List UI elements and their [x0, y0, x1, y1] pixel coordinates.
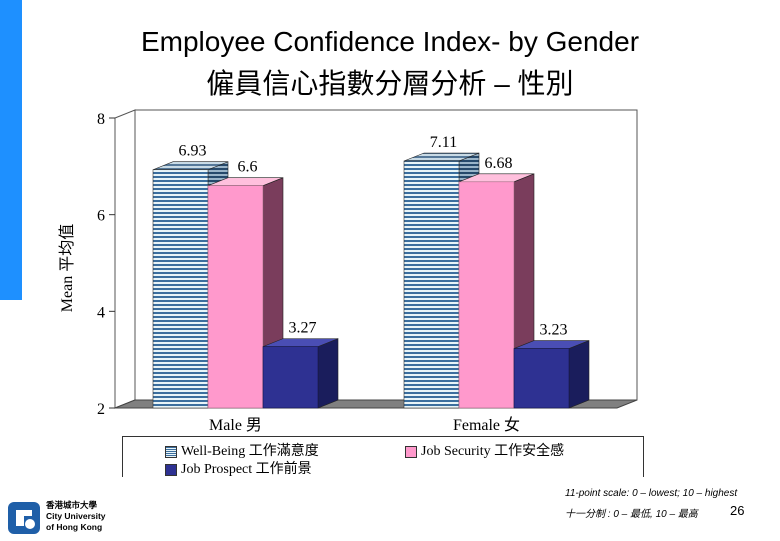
y-tick-label: 8 [97, 111, 105, 128]
university-name: 香港城市大學 City University of Hong Kong [46, 500, 106, 533]
y-tick-label: 4 [97, 304, 105, 321]
data-label: 3.23 [540, 322, 568, 339]
university-logo: 香港城市大學 City University of Hong Kong [6, 500, 126, 536]
legend-label-well-being: Well-Being 工作滿意度 [181, 444, 319, 459]
chart-title-zh: 僱員信心指數分層分析 – 性別 [206, 68, 574, 99]
footnote-scale-en: 11-point scale: 0 – lowest; 10 – highest [565, 488, 738, 499]
data-label: 7.11 [430, 134, 457, 151]
university-name-en-1: City University [46, 511, 106, 521]
well-being-bar-female [403, 160, 460, 409]
legend-swatch-well-being [165, 445, 177, 458]
legend-swatch-job-prospect [165, 463, 177, 476]
chart-legend: Well-Being 工作滿意度 Job Security 工作安全感 Job … [122, 436, 644, 477]
university-emblem-icon [8, 502, 40, 534]
data-label: 6.68 [485, 155, 513, 172]
page-number: 26 [730, 503, 745, 518]
y-tick-label: 2 [97, 401, 105, 418]
chart-title-en: Employee Confidence Index- by Gender [140, 26, 640, 57]
y-axis-label: Mean 平均值 [58, 224, 76, 312]
well-being-bar-male [152, 169, 209, 409]
job-security-bar-male [207, 185, 264, 409]
job-security-bar-female [458, 181, 515, 409]
job-prospect-bar-female-side [568, 340, 590, 409]
legend-item-job-prospect: Job Prospect 工作前景 [165, 458, 312, 478]
job-prospect-bar-male [262, 346, 319, 409]
accent-bar [0, 0, 22, 300]
job-prospect-bar-female [513, 348, 570, 409]
legend-label-job-security: Job Security 工作安全感 [421, 444, 565, 459]
legend-item-job-security: Job Security 工作安全感 [405, 440, 564, 460]
job-prospect-bar-male-side [317, 338, 339, 409]
x-category-label: Female 女 [453, 415, 520, 434]
x-category-label: Male 男 [209, 417, 262, 434]
footnote-scale-zh: 十一分制 : 0 – 最低, 10 – 最高 [565, 509, 698, 520]
university-name-en-2: of Hong Kong [46, 522, 103, 532]
legend-item-well-being: Well-Being 工作滿意度 [165, 440, 319, 460]
chart-side-wall [114, 109, 136, 409]
y-tick-label: 6 [97, 208, 105, 225]
data-label: 6.6 [238, 159, 258, 176]
legend-swatch-job-security [405, 445, 417, 458]
university-name-zh: 香港城市大學 [46, 500, 98, 510]
data-label: 6.93 [179, 143, 207, 160]
legend-label-job-prospect: Job Prospect 工作前景 [181, 462, 312, 477]
data-label: 3.27 [289, 320, 317, 337]
